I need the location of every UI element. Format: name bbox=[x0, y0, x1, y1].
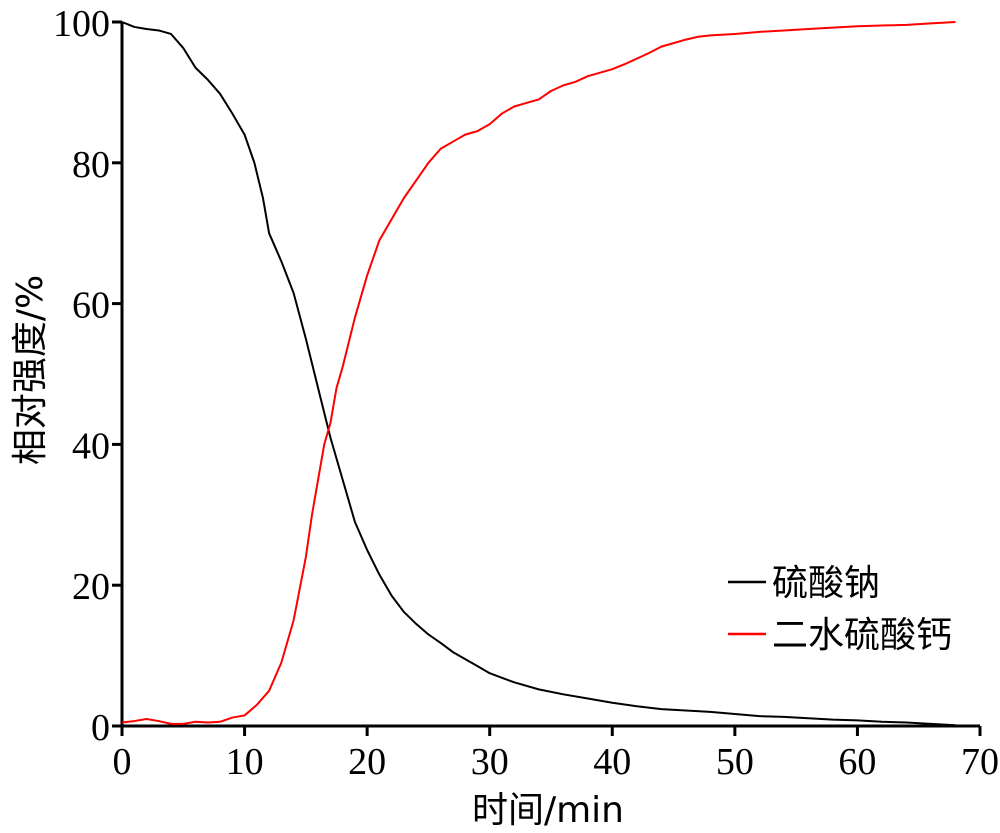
y-tick-label: 80 bbox=[72, 144, 110, 186]
legend-label-1: 二水硫酸钙 bbox=[772, 615, 952, 656]
y-tick-label: 0 bbox=[91, 707, 110, 749]
y-tick-label: 20 bbox=[72, 566, 110, 608]
x-tick-label: 60 bbox=[838, 741, 876, 783]
y-tick-label: 60 bbox=[72, 285, 110, 327]
x-tick-label: 20 bbox=[348, 741, 386, 783]
x-ticks: 0 10 20 30 40 50 60 70 bbox=[113, 726, 999, 783]
x-tick-label: 70 bbox=[961, 741, 999, 783]
y-axis-title: 相对强度/% bbox=[10, 275, 51, 465]
x-tick-label: 50 bbox=[716, 741, 754, 783]
x-tick-label: 40 bbox=[593, 741, 631, 783]
x-tick-label: 10 bbox=[226, 741, 264, 783]
series-line-1 bbox=[121, 21, 956, 725]
y-tick-label: 40 bbox=[72, 425, 110, 467]
x-tick-label: 0 bbox=[113, 741, 132, 783]
y-tick-label: 100 bbox=[53, 3, 110, 45]
x-axis-title: 时间/min bbox=[472, 790, 624, 831]
x-tick-label: 30 bbox=[471, 741, 509, 783]
series-layer bbox=[121, 21, 956, 727]
legend-label-0: 硫酸钠 bbox=[772, 563, 880, 604]
series-line-0 bbox=[121, 21, 956, 727]
axes bbox=[120, 22, 980, 728]
y-ticks: 0 20 40 60 80 100 bbox=[53, 3, 122, 749]
